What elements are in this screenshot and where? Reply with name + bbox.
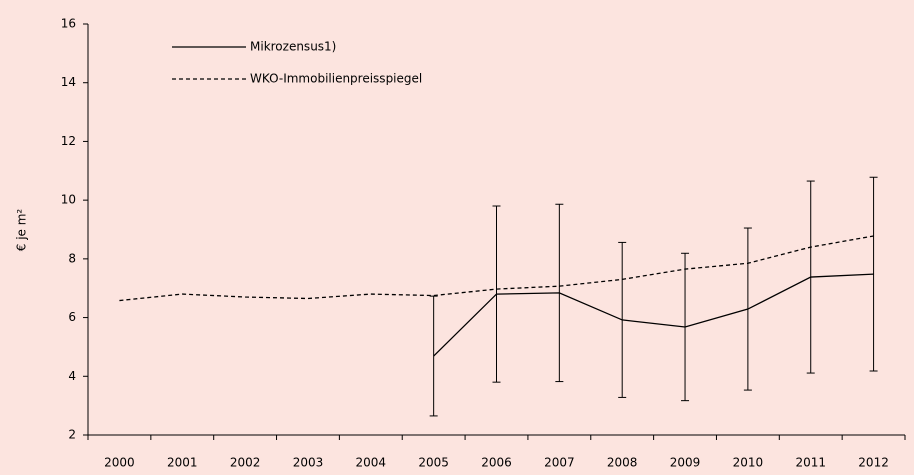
x-tick-label: 2003 (293, 456, 324, 470)
x-tick-label: 2004 (356, 456, 387, 470)
y-tick-label: 8 (68, 251, 76, 265)
x-tick-label: 2012 (858, 456, 889, 470)
legend-label: WKO-Immobilienpreisspiegel (250, 72, 422, 86)
y-tick-label: 12 (61, 134, 76, 148)
x-tick-label: 2010 (733, 456, 764, 470)
series-line (433, 273, 874, 357)
series-line (119, 235, 874, 302)
legend-label: Mikrozensus1) (250, 40, 336, 54)
x-tick-label: 2005 (418, 456, 449, 470)
x-tick-label: 2006 (481, 456, 512, 470)
x-tick-label: 2001 (167, 456, 198, 470)
x-tick-label: 2009 (670, 456, 701, 470)
x-tick-label: 2008 (607, 456, 638, 470)
y-tick-label: 4 (68, 369, 76, 383)
y-tick-label: 6 (68, 310, 76, 324)
y-axis-label: € je m² (15, 209, 29, 252)
y-tick-label: 14 (61, 75, 76, 89)
x-tick-label: 2000 (104, 456, 135, 470)
x-tick-label: 2002 (230, 456, 261, 470)
y-tick-label: 10 (61, 193, 76, 207)
y-tick-label: 16 (61, 17, 76, 31)
x-tick-label: 2011 (795, 456, 826, 470)
y-tick-label: 2 (68, 428, 76, 442)
x-tick-label: 2007 (544, 456, 575, 470)
